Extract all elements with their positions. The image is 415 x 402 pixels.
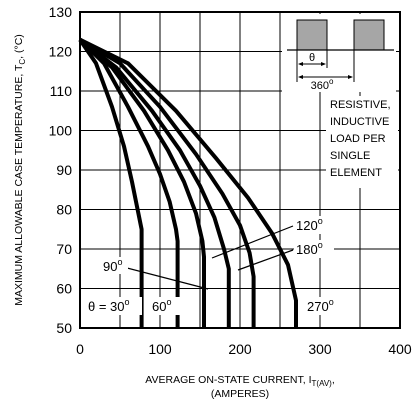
leader-180 [237, 249, 294, 271]
series-curves [78, 37, 298, 328]
x-tick-label: 100 [148, 341, 172, 357]
y-axis-title: MAXIMUM ALLOWABLE CASE TEMPERATURE, TC, … [13, 34, 27, 306]
label-270-background [305, 297, 341, 315]
series-line-3 [78, 38, 206, 328]
inset-pulse-2 [353, 19, 385, 51]
inset-pulse-1 [296, 19, 328, 51]
note-line: SINGLE [330, 150, 370, 162]
x-axis-title-line2: (AMPERES) [211, 388, 269, 400]
series-line-5 [78, 37, 256, 328]
plot-frame [79, 11, 401, 329]
label-120: 120o [296, 216, 323, 233]
label-60-background [150, 297, 180, 315]
label-90: 90o [103, 257, 122, 274]
load-note: RESISTIVE, INDUCTIVE LOAD PER SINGLE ELEMENT [330, 99, 391, 179]
series-line-4 [78, 38, 231, 328]
note-line: RESISTIVE, [330, 99, 391, 111]
note-line: ELEMENT [330, 167, 382, 179]
x-tick-label: 400 [388, 341, 412, 357]
x-tick-label: 0 [76, 341, 84, 357]
y-tick-label: 60 [56, 281, 72, 297]
y-tick-label: 110 [50, 83, 73, 99]
y-tick-label: 70 [56, 241, 72, 257]
y-tick-label: 90 [56, 162, 72, 178]
series-line-1 [78, 38, 144, 328]
y-tick-label: 80 [56, 202, 72, 218]
inset-360-arrow-left [298, 75, 303, 79]
y-tick-labels: 50 60 70 80 90 100 110 120 130 [49, 4, 73, 336]
label-60: 60o [152, 297, 171, 314]
inset-theta-arrow-right [321, 62, 326, 66]
label-120-background [294, 216, 334, 234]
inset-360-arrow-right [348, 75, 353, 79]
note-background [326, 96, 398, 188]
label-270: 270o [307, 297, 334, 314]
inset-theta-label: θ [309, 52, 315, 64]
label-180-background [294, 240, 334, 258]
inset-theta-arrow-left [298, 62, 303, 66]
label-90-background [102, 257, 128, 274]
y-tick-label: 50 [56, 320, 72, 336]
leader-90 [126, 267, 209, 290]
note-line: LOAD PER [330, 133, 386, 145]
label-180: 180o [296, 240, 323, 257]
y-tick-label: 120 [49, 44, 73, 60]
y-tick-label: 130 [49, 4, 73, 20]
inset-360-label: 360o [311, 77, 334, 92]
y-tick-label: 100 [49, 123, 73, 139]
series-line-2 [78, 38, 180, 328]
note-line: INDUCTIVE [330, 116, 389, 128]
label-theta-30: θ = 30o [88, 297, 130, 314]
x-tick-label: 300 [308, 341, 332, 357]
series-line-6 [79, 37, 298, 328]
leader-120 [211, 225, 294, 259]
x-tick-labels: 0 100 200 300 400 [76, 341, 412, 357]
x-axis-title: AVERAGE ON-STATE CURRENT, IT(AV), [145, 374, 335, 388]
label-theta-background [86, 297, 142, 315]
x-tick-label: 200 [228, 341, 252, 357]
